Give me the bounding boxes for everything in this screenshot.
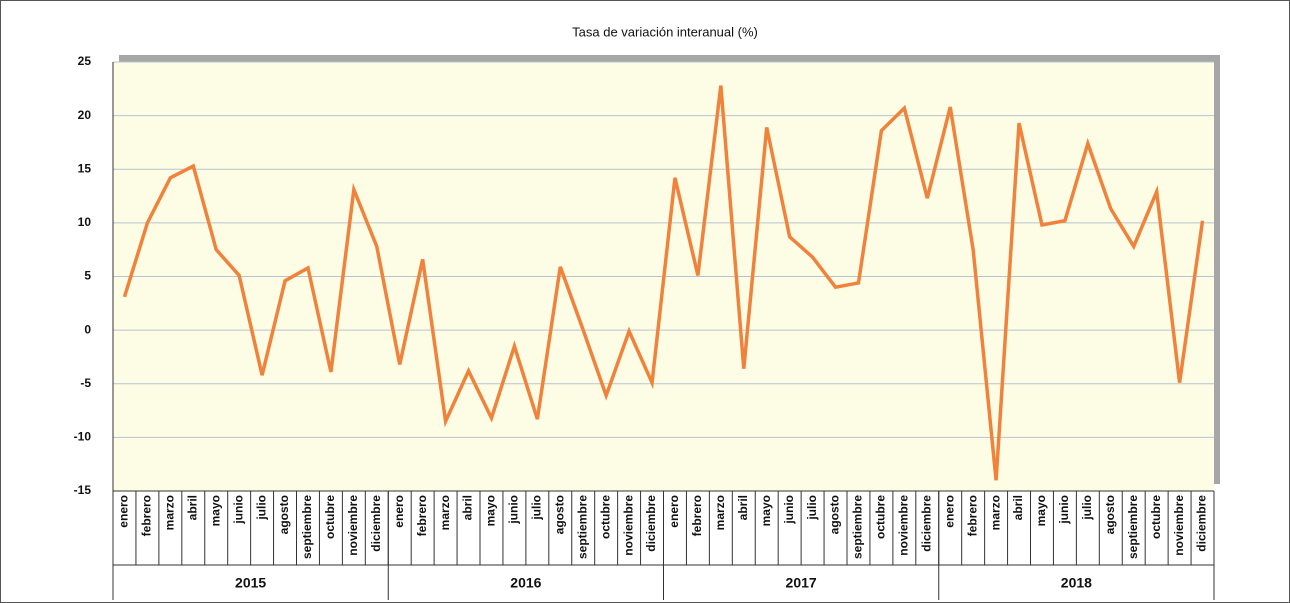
x-tick-label: enero <box>942 495 956 528</box>
x-tick-label: mayo <box>484 495 498 526</box>
y-tick-label: 20 <box>78 108 92 122</box>
x-tick-label: marzo <box>988 495 1002 530</box>
x-tick-label: diciembre <box>644 495 658 552</box>
x-tick-label: noviembre <box>621 495 635 556</box>
line-series <box>122 85 1205 481</box>
chart-title: Tasa de variación interanual (%) <box>572 24 758 39</box>
x-tick-label: julio <box>530 495 544 521</box>
x-tick-label: octubre <box>1149 495 1163 539</box>
x-tick-label: septiembre <box>575 495 589 559</box>
y-tick-label: 25 <box>78 54 92 68</box>
x-tick-label: mayo <box>1034 495 1048 526</box>
x-tick-label: octubre <box>598 495 612 539</box>
x-tick-label: septiembre <box>300 495 314 559</box>
x-tick-label: febrero <box>965 495 979 536</box>
group-label: 2016 <box>510 575 541 591</box>
x-tick-label: junio <box>231 495 245 525</box>
x-tick-label: diciembre <box>1195 495 1209 552</box>
x-tick-label: noviembre <box>346 495 360 556</box>
y-tick-label: 5 <box>84 269 91 283</box>
x-tick-label: febrero <box>140 495 154 536</box>
x-tick-label: marzo <box>163 495 177 530</box>
x-tick-label: mayo <box>208 495 222 526</box>
x-tick-label: junio <box>507 495 521 525</box>
x-tick-label: febrero <box>415 495 429 536</box>
y-tick-label: -5 <box>80 376 91 390</box>
group-label: 2015 <box>235 575 266 591</box>
x-tick-label: marzo <box>713 495 727 530</box>
x-tick-label: diciembre <box>369 495 383 552</box>
x-tick-label: agosto <box>552 495 566 534</box>
x-tick-label: febrero <box>690 495 704 536</box>
y-tick-label: -15 <box>74 483 92 497</box>
x-tick-label: julio <box>805 495 819 521</box>
x-tick-label: septiembre <box>1126 495 1140 559</box>
x-tick-label: junio <box>1057 495 1071 525</box>
y-tick-label: 15 <box>78 161 92 175</box>
x-tick-label: julio <box>1080 495 1094 521</box>
x-tick-label: agosto <box>277 495 291 534</box>
group-label: 2017 <box>786 575 817 591</box>
x-tick-label: mayo <box>759 495 773 526</box>
x-tick-label: enero <box>117 495 131 528</box>
x-tick-label: abril <box>1011 495 1025 520</box>
x-tick-label: abril <box>736 495 750 520</box>
y-tick-label: 0 <box>84 322 91 336</box>
x-tick-label: abril <box>461 495 475 520</box>
x-tick-label: noviembre <box>897 495 911 556</box>
x-tick-label: septiembre <box>851 495 865 559</box>
x-tick-label: julio <box>254 495 268 521</box>
x-tick-label: marzo <box>438 495 452 530</box>
x-tick-label: enero <box>667 495 681 528</box>
x-tick-label: agosto <box>1103 495 1117 534</box>
x-tick-label: diciembre <box>919 495 933 552</box>
x-tick-label: noviembre <box>1172 495 1186 556</box>
x-tick-label: agosto <box>828 495 842 534</box>
x-tick-label: enero <box>392 495 406 528</box>
y-tick-label: -10 <box>74 430 92 444</box>
x-tick-label: octubre <box>323 495 337 539</box>
y-tick-label: 10 <box>78 215 92 229</box>
x-tick-label: junio <box>782 495 796 525</box>
x-tick-label: octubre <box>874 495 888 539</box>
x-tick-label: abril <box>185 495 199 520</box>
group-label: 2018 <box>1061 575 1092 591</box>
